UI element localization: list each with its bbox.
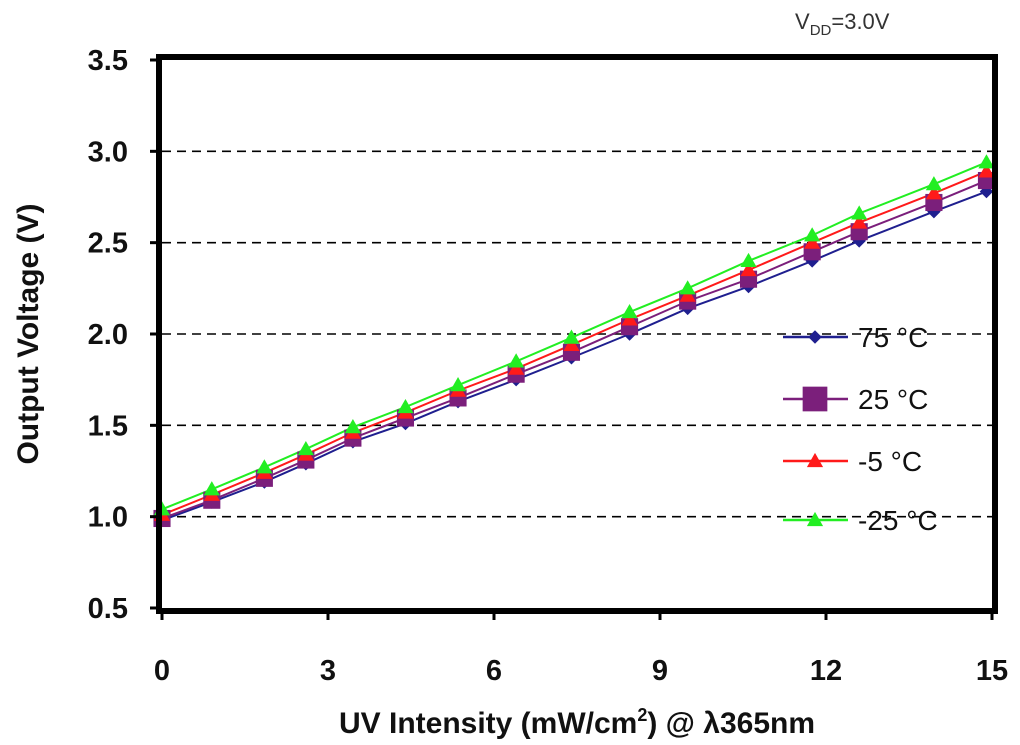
data-point xyxy=(679,280,696,295)
legend-label-3: -25 °C xyxy=(858,505,938,536)
legend-marker-0 xyxy=(808,330,822,344)
data-point xyxy=(804,234,821,249)
data-point xyxy=(508,353,525,368)
y-tick-label: 3.5 xyxy=(88,45,128,77)
data-point xyxy=(563,329,580,344)
x-tick-label: 6 xyxy=(486,655,502,687)
data-point xyxy=(679,287,696,302)
y-tick-label: 0.5 xyxy=(88,593,128,625)
data-point xyxy=(978,163,995,178)
data-point xyxy=(978,154,995,169)
data-point xyxy=(563,336,580,352)
y-tick-label: 3.0 xyxy=(88,136,128,168)
legend-marker-3 xyxy=(806,511,824,527)
legend: 75 °C 25 °C -5 °C -25 °C xyxy=(783,322,938,536)
data-point xyxy=(851,214,868,229)
x-axis-title: UV Intensity (mW/cm2) @ λ365nm xyxy=(339,705,815,740)
data-point xyxy=(344,419,361,434)
data-point xyxy=(740,261,757,277)
series-line-0 xyxy=(161,190,987,522)
legend-label-1: 25 °C xyxy=(858,384,928,415)
data-point xyxy=(925,185,942,200)
x-tick-label: 9 xyxy=(652,655,668,687)
y-tick-label: 1.5 xyxy=(88,410,128,442)
data-point xyxy=(397,398,414,414)
data-point xyxy=(805,254,819,268)
legend-label-2: -5 °C xyxy=(858,446,922,477)
axis-ticks: 0 3 6 9 12 15 0.5 1.0 1.5 2.0 2.5 3.0 3.5 xyxy=(88,45,1008,687)
y-tick-label: 1.0 xyxy=(88,502,128,534)
x-tick-label: 0 xyxy=(154,655,170,687)
series-line-1 xyxy=(161,179,987,520)
series-lines xyxy=(161,161,987,522)
data-point xyxy=(297,440,314,456)
data-point xyxy=(621,303,638,319)
data-point xyxy=(508,360,525,375)
data-point xyxy=(925,176,942,191)
data-point xyxy=(621,311,638,326)
data-point xyxy=(256,459,273,474)
data-point xyxy=(851,205,868,220)
data-point xyxy=(203,481,220,496)
y-tick-label: 2.5 xyxy=(88,228,128,260)
x-tick-label: 3 xyxy=(320,655,336,687)
series-line-3 xyxy=(161,161,987,511)
vdd-annotation: VDD=3.0V xyxy=(795,9,890,39)
x-tick-label: 15 xyxy=(976,655,1008,687)
series-line-2 xyxy=(161,170,987,516)
legend-marker-1 xyxy=(802,386,828,412)
legend-label-0: 75 °C xyxy=(858,322,928,353)
data-point xyxy=(740,252,757,268)
x-tick-label: 12 xyxy=(810,655,842,687)
y-axis-title: Output Voltage (V) xyxy=(12,203,45,464)
data-point xyxy=(449,377,467,392)
legend-marker-2 xyxy=(806,452,824,468)
data-point xyxy=(804,227,821,242)
y-tick-label: 2.0 xyxy=(88,319,128,351)
